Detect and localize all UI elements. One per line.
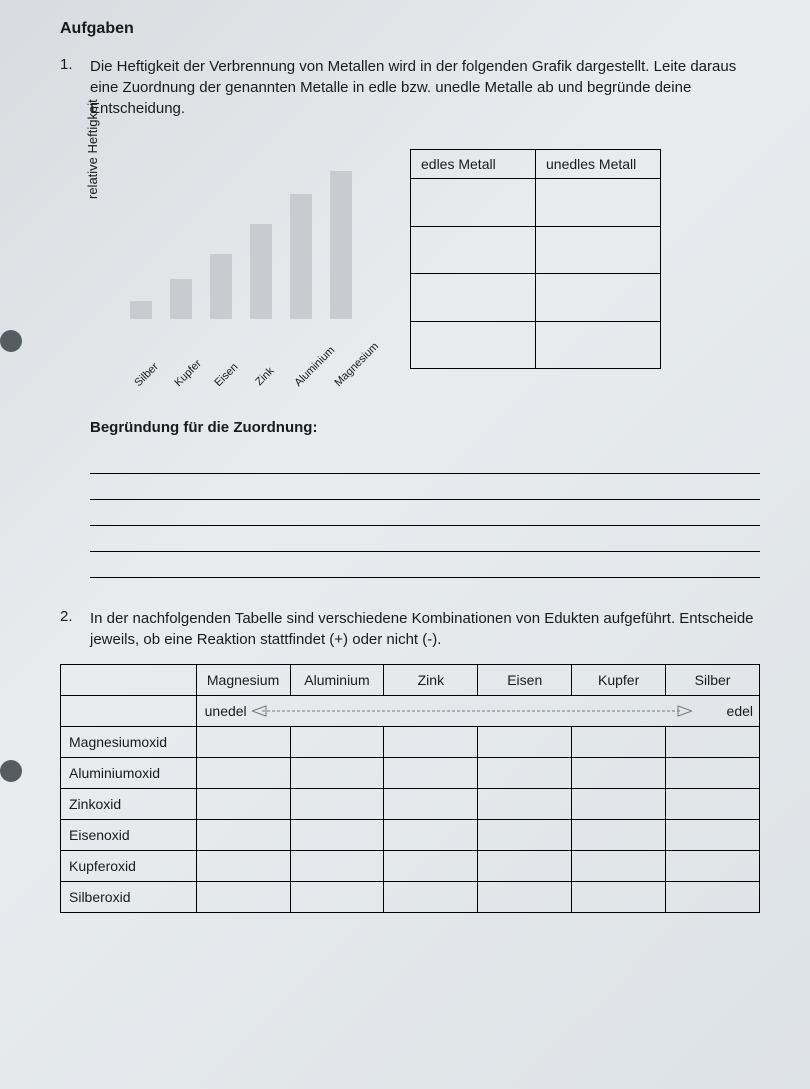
chart-x-labels: SilberKupferEisenZinkAluminiumMagnesium [130, 357, 380, 369]
table-cell[interactable] [536, 274, 661, 322]
writing-line[interactable] [90, 474, 760, 500]
chart-bar [170, 279, 192, 319]
reaction-cell[interactable] [290, 882, 384, 913]
scale-cell: unedel edel [196, 696, 759, 727]
reaction-cell[interactable] [196, 851, 290, 882]
reaction-cell[interactable] [478, 820, 572, 851]
double-arrow-icon [252, 703, 692, 719]
reaction-row-header: Zinkoxid [61, 789, 197, 820]
chart-x-label: Eisen [212, 365, 236, 389]
reaction-cell[interactable] [666, 851, 760, 882]
task-2-number: 2. [60, 608, 80, 625]
task-1-number: 1. [60, 56, 80, 73]
task-2-text: In der nachfolgenden Tabelle sind versch… [90, 608, 760, 650]
punch-hole [0, 760, 22, 782]
reaction-cell[interactable] [572, 727, 666, 758]
reaction-table: MagnesiumAluminiumZinkEisenKupferSilber … [60, 664, 760, 913]
writing-line[interactable] [90, 526, 760, 552]
scale-label-unedel: unedel [205, 703, 247, 719]
reaction-cell[interactable] [384, 851, 478, 882]
reaction-cell[interactable] [384, 820, 478, 851]
justification-heading: Begründung für die Zuordnung: [90, 419, 760, 436]
chart-x-label: Aluminium [292, 365, 316, 389]
punch-hole [0, 330, 22, 352]
reaction-cell[interactable] [384, 758, 478, 789]
reaction-cell[interactable] [478, 789, 572, 820]
table-cell[interactable] [536, 321, 661, 369]
reaction-cell[interactable] [196, 758, 290, 789]
table-cell[interactable] [536, 226, 661, 274]
reaction-col-header: Magnesium [196, 665, 290, 696]
table-cell[interactable] [536, 179, 661, 227]
chart-bar [290, 194, 312, 319]
reaction-table-corner [61, 665, 197, 696]
chart-bar [250, 224, 272, 319]
reaction-cell[interactable] [196, 789, 290, 820]
table-cell[interactable] [411, 226, 536, 274]
task-1: 1. Die Heftigkeit der Verbrennung von Me… [60, 56, 760, 578]
scale-label-edel: edel [727, 703, 753, 719]
reaction-col-header: Eisen [478, 665, 572, 696]
page-title: Aufgaben [60, 20, 760, 38]
reaction-row-header: Kupferoxid [61, 851, 197, 882]
reaction-cell[interactable] [666, 882, 760, 913]
table-cell[interactable] [411, 321, 536, 369]
reaction-col-header: Silber [666, 665, 760, 696]
reaction-col-header: Aluminium [290, 665, 384, 696]
reaction-row-header: Silberoxid [61, 882, 197, 913]
metal-classification-table: edles Metall unedles Metall [410, 149, 661, 369]
reaction-row-header: Eisenoxid [61, 820, 197, 851]
chart-bar [330, 171, 352, 319]
reaction-cell[interactable] [384, 727, 478, 758]
combustion-chart: relative Heftigkeit SilberKupferEisenZin… [90, 139, 390, 369]
reaction-row-header: Magnesiumoxid [61, 727, 197, 758]
task-2: 2. In der nachfolgenden Tabelle sind ver… [60, 608, 760, 913]
chart-x-label: Silber [132, 365, 156, 389]
chart-bars [130, 169, 380, 319]
reaction-cell[interactable] [666, 727, 760, 758]
reaction-cell[interactable] [666, 820, 760, 851]
reaction-cell[interactable] [290, 727, 384, 758]
table-cell[interactable] [411, 274, 536, 322]
task-1-text: Die Heftigkeit der Verbrennung von Metal… [90, 56, 760, 119]
chart-bar [210, 254, 232, 319]
chart-y-axis-label: relative Heftigkeit [85, 99, 100, 199]
reaction-cell[interactable] [572, 851, 666, 882]
reaction-cell[interactable] [666, 758, 760, 789]
reaction-cell[interactable] [384, 789, 478, 820]
reaction-cell[interactable] [196, 727, 290, 758]
reaction-cell[interactable] [384, 882, 478, 913]
reaction-cell[interactable] [290, 820, 384, 851]
chart-bar [130, 301, 152, 319]
table-cell[interactable] [411, 179, 536, 227]
reaction-cell[interactable] [290, 789, 384, 820]
writing-line[interactable] [90, 500, 760, 526]
reaction-col-header: Zink [384, 665, 478, 696]
reaction-cell[interactable] [572, 758, 666, 789]
chart-x-label: Magnesium [332, 365, 356, 389]
reaction-cell[interactable] [572, 789, 666, 820]
table-header-edles: edles Metall [411, 150, 536, 179]
reaction-cell[interactable] [572, 820, 666, 851]
worksheet-page: Aufgaben 1. Die Heftigkeit der Verbrennu… [0, 0, 810, 973]
reaction-cell[interactable] [666, 789, 760, 820]
reaction-cell[interactable] [290, 758, 384, 789]
reaction-cell[interactable] [478, 727, 572, 758]
reaction-cell[interactable] [478, 851, 572, 882]
justification-lines [90, 448, 760, 578]
reaction-cell[interactable] [572, 882, 666, 913]
chart-x-label: Zink [252, 365, 276, 389]
reaction-cell[interactable] [196, 820, 290, 851]
reaction-cell[interactable] [196, 882, 290, 913]
reaction-cell[interactable] [290, 851, 384, 882]
writing-line[interactable] [90, 552, 760, 578]
reaction-cell[interactable] [478, 882, 572, 913]
writing-line[interactable] [90, 448, 760, 474]
chart-x-label: Kupfer [172, 365, 196, 389]
reaction-col-header: Kupfer [572, 665, 666, 696]
reaction-row-header: Aluminiumoxid [61, 758, 197, 789]
reaction-cell[interactable] [478, 758, 572, 789]
scale-row-empty [61, 696, 197, 727]
table-header-unedles: unedles Metall [536, 150, 661, 179]
